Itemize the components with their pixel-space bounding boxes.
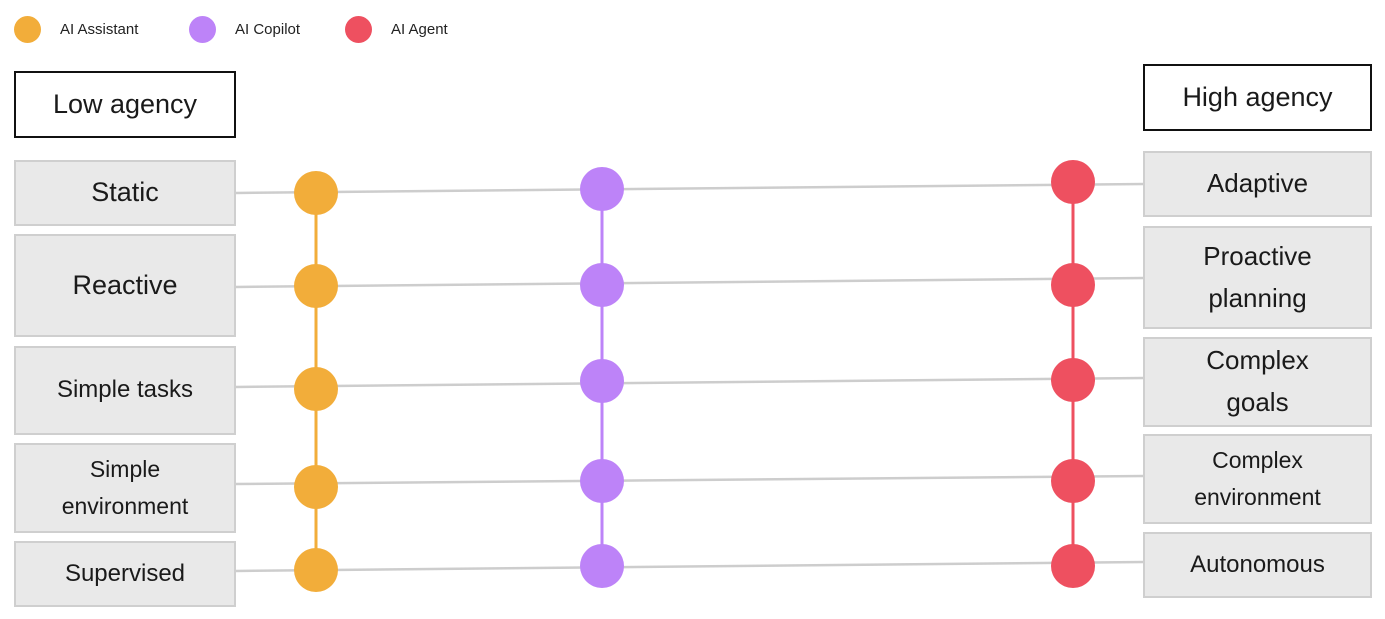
high-trait-proactive-planning: Proactive planning [1143,226,1372,329]
legend-item-ai-copilot: AI Copilot [189,14,300,44]
assistant-node [294,548,338,592]
row-connector [234,560,1146,573]
legend-label: AI Copilot [235,20,301,38]
assistant-node [294,465,338,509]
copilot-node [580,359,624,403]
low-trait-simple-tasks: Simple tasks [14,346,236,435]
high-trait-complex-environment: Complex environment [1143,434,1372,524]
legend-label: AI Assistant [60,20,139,38]
copilot-node [580,263,624,307]
agent-node [1051,544,1095,588]
copilot-node [580,544,624,588]
assistant-node [294,367,338,411]
high-agency-heading: High agency [1143,64,1372,131]
low-trait-simple-environment: Simple environment [14,443,236,533]
copilot-node [580,167,624,211]
agent-node [1051,160,1095,204]
row-connector [234,474,1146,486]
high-trait-adaptive: Adaptive [1143,151,1372,217]
legend-dot-icon [189,15,216,43]
assistant-node [294,171,338,215]
legend-label: AI Agent [391,20,448,38]
copilot-node [580,459,624,503]
agent-node [1051,263,1095,307]
legend-dot-icon [345,15,372,43]
low-agency-heading: Low agency [14,71,236,138]
assistant-node [294,264,338,308]
legend-dot-icon [14,15,41,43]
row-connector [234,376,1146,389]
low-trait-supervised: Supervised [14,541,236,607]
row-connector [234,182,1146,195]
low-trait-static: Static [14,160,236,226]
high-trait-autonomous: Autonomous [1143,532,1372,598]
high-trait-complex-goals: Complex goals [1143,337,1372,427]
legend-item-ai-assistant: AI Assistant [14,14,138,44]
row-connector [234,276,1146,289]
low-trait-reactive: Reactive [14,234,236,337]
agent-node [1051,459,1095,503]
agent-node [1051,358,1095,402]
legend-item-ai-agent: AI Agent [345,14,448,44]
